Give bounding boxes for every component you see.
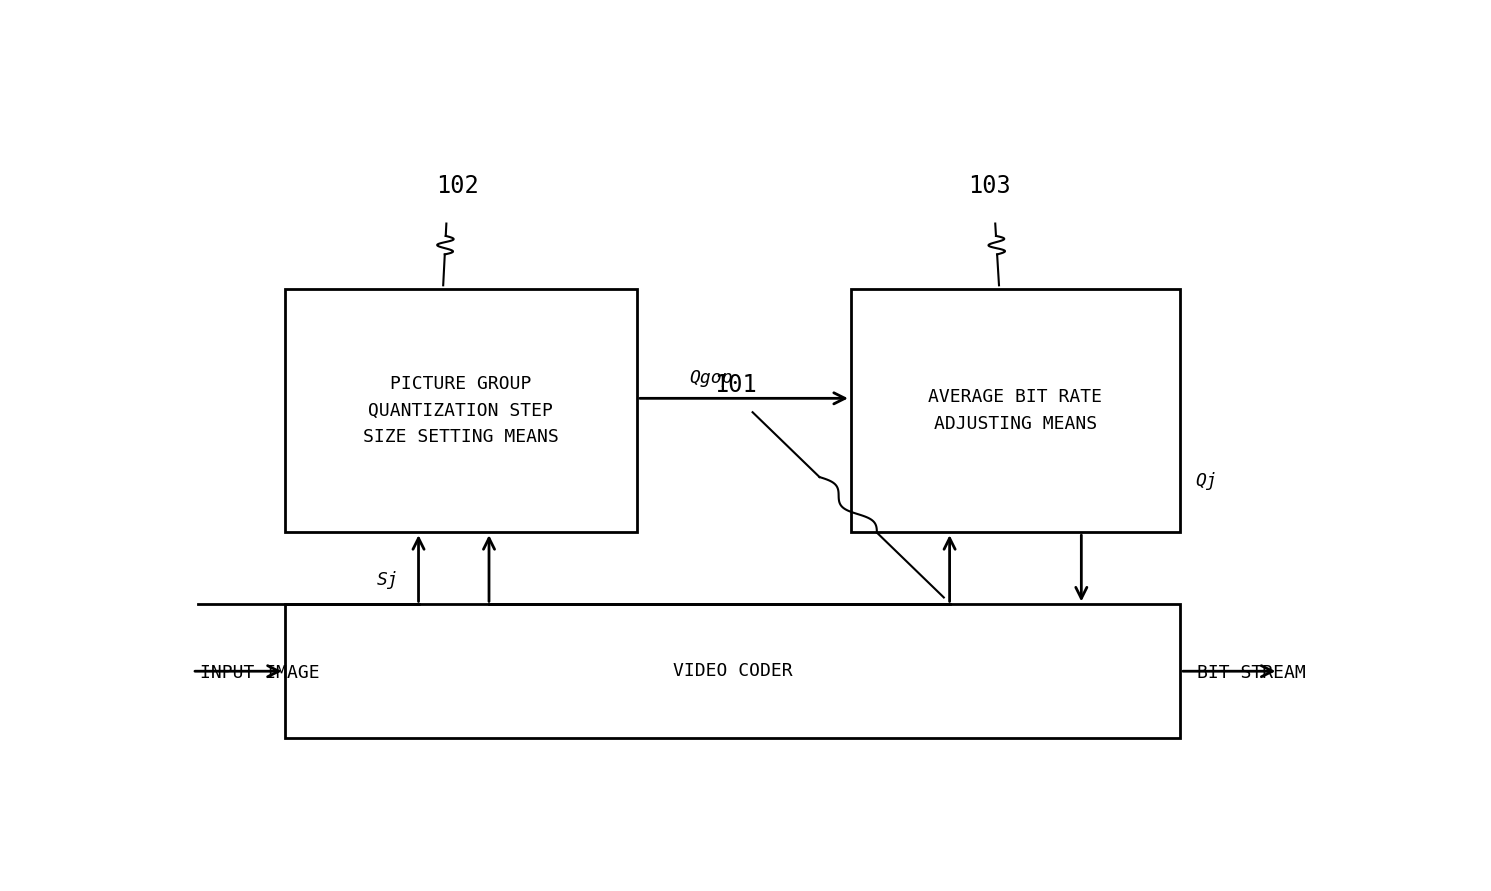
Text: INPUT IMAGE: INPUT IMAGE: [200, 664, 321, 682]
Text: BIT STREAM: BIT STREAM: [1197, 664, 1306, 682]
Text: 102: 102: [437, 174, 479, 198]
Text: Qj: Qj: [1196, 472, 1217, 490]
Bar: [285, 604, 1181, 738]
Text: PICTURE GROUP
QUANTIZATION STEP
SIZE SETTING MEANS: PICTURE GROUP QUANTIZATION STEP SIZE SET…: [362, 375, 559, 446]
Text: Sj: Sj: [377, 571, 398, 589]
Text: VIDEO CODER: VIDEO CODER: [672, 662, 792, 680]
Text: 101: 101: [714, 372, 756, 396]
Bar: [285, 289, 637, 532]
Text: Qgop: Qgop: [689, 369, 732, 387]
Bar: [851, 289, 1179, 532]
Text: 103: 103: [968, 174, 1011, 198]
Text: AVERAGE BIT RATE
ADJUSTING MEANS: AVERAGE BIT RATE ADJUSTING MEANS: [929, 388, 1102, 433]
